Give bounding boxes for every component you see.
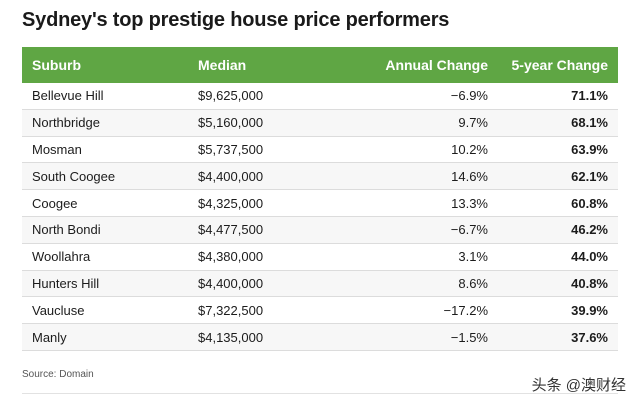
table-row: Manly $4,135,000 −1.5% 37.6% xyxy=(22,323,618,351)
table-row: Hunters Hill $4,400,000 8.6% 40.8% xyxy=(22,270,618,298)
cell-median: $5,160,000 xyxy=(188,109,338,137)
cell-suburb: Manly xyxy=(22,323,188,351)
cell-5-year-change: 68.1% xyxy=(498,109,618,137)
price-table-container: Suburb Median Annual Change 5-year Chang… xyxy=(22,47,618,351)
table-row: Mosman $5,737,500 10.2% 63.9% xyxy=(22,136,618,164)
divider xyxy=(22,393,618,394)
header-annual-change: Annual Change xyxy=(385,57,488,73)
cell-annual-change: −6.9% xyxy=(338,83,498,110)
watermark: 头条 @澳财经 xyxy=(532,374,626,395)
cell-5-year-change: 37.6% xyxy=(498,323,618,351)
cell-suburb: Vaucluse xyxy=(22,296,188,325)
cell-annual-change: −17.2% xyxy=(338,296,498,325)
cell-annual-change: −6.7% xyxy=(338,216,498,244)
cell-5-year-change: 71.1% xyxy=(498,83,618,110)
cell-median: $4,380,000 xyxy=(188,243,338,271)
table-row: Bellevue Hill $9,625,000 −6.9% 71.1% xyxy=(22,83,618,110)
cell-median: $4,325,000 xyxy=(188,189,338,217)
table-row: Coogee $4,325,000 13.3% 60.8% xyxy=(22,189,618,217)
cell-5-year-change: 60.8% xyxy=(498,189,618,217)
cell-5-year-change: 62.1% xyxy=(498,162,618,191)
header-5-year-change: 5-year Change xyxy=(511,57,608,73)
cell-annual-change: 9.7% xyxy=(338,109,498,137)
cell-suburb: North Bondi xyxy=(22,216,188,244)
cell-median: $4,400,000 xyxy=(188,270,338,298)
cell-suburb: Woollahra xyxy=(22,243,188,271)
cell-annual-change: 13.3% xyxy=(338,189,498,217)
cell-annual-change: 8.6% xyxy=(338,270,498,298)
table-row: South Coogee $4,400,000 14.6% 62.1% xyxy=(22,162,618,191)
header-median: Median xyxy=(198,57,247,73)
cell-annual-change: 14.6% xyxy=(338,162,498,191)
cell-median: $4,477,500 xyxy=(188,216,338,244)
table-row: North Bondi $4,477,500 −6.7% 46.2% xyxy=(22,216,618,244)
page-title: Sydney's top prestige house price perfor… xyxy=(22,9,450,31)
cell-5-year-change: 39.9% xyxy=(498,296,618,325)
cell-suburb: South Coogee xyxy=(22,162,188,191)
table-row: Northbridge $5,160,000 9.7% 68.1% xyxy=(22,109,618,137)
cell-annual-change: 10.2% xyxy=(338,136,498,164)
cell-suburb: Mosman xyxy=(22,136,188,164)
price-table: Suburb Median Annual Change 5-year Chang… xyxy=(22,47,618,351)
cell-5-year-change: 44.0% xyxy=(498,243,618,271)
cell-5-year-change: 63.9% xyxy=(498,136,618,164)
cell-annual-change: −1.5% xyxy=(338,323,498,351)
watermark-text: 头条 @澳财经 xyxy=(531,377,626,394)
cell-suburb: Hunters Hill xyxy=(22,270,188,298)
cell-median: $9,625,000 xyxy=(188,83,338,110)
cell-median: $5,737,500 xyxy=(188,136,338,164)
source-note: Source: Domain xyxy=(22,369,94,380)
header-suburb: Suburb xyxy=(32,57,81,73)
cell-5-year-change: 40.8% xyxy=(498,270,618,298)
cell-suburb: Coogee xyxy=(22,189,188,217)
cell-annual-change: 3.1% xyxy=(338,243,498,271)
cell-median: $7,322,500 xyxy=(188,296,338,325)
cell-suburb: Bellevue Hill xyxy=(22,83,188,110)
cell-median: $4,400,000 xyxy=(188,162,338,191)
cell-5-year-change: 46.2% xyxy=(498,216,618,244)
table-header-row: Suburb Median Annual Change 5-year Chang… xyxy=(22,47,618,83)
cell-suburb: Northbridge xyxy=(22,109,188,137)
table-row: Woollahra $4,380,000 3.1% 44.0% xyxy=(22,243,618,271)
cell-median: $4,135,000 xyxy=(188,323,338,351)
table-row: Vaucluse $7,322,500 −17.2% 39.9% xyxy=(22,296,618,325)
